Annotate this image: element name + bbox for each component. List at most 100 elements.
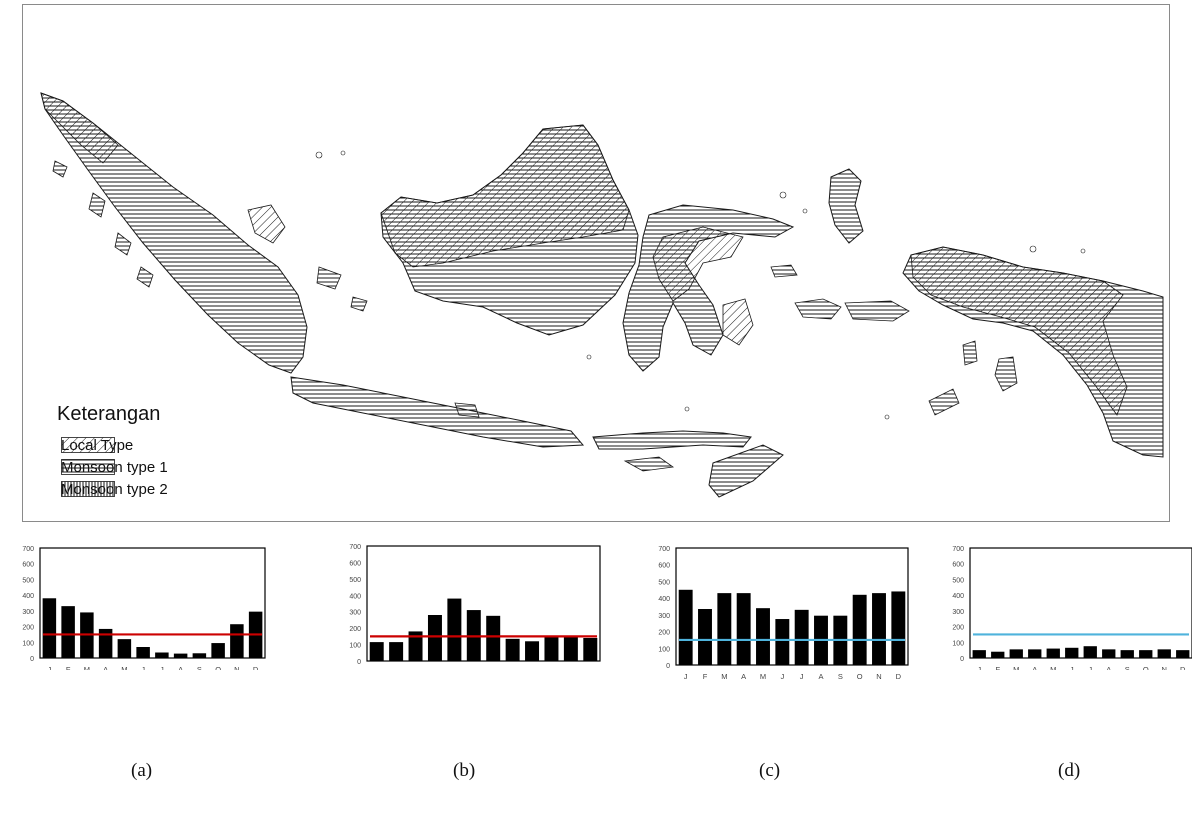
y-tick-label: 100 (349, 643, 361, 650)
x-tick-label: O (549, 668, 555, 670)
island-sulawesi (623, 205, 793, 371)
bar (174, 654, 188, 658)
bar (544, 637, 558, 661)
x-tick-label: A (103, 665, 108, 670)
bar (1028, 649, 1041, 658)
panel-label-d: (d) (1058, 760, 1080, 782)
chart-d: 0 100 200 300 400 500 600 700 J F M A M J J A S O N D (930, 540, 1192, 675)
x-tick-label: J (141, 665, 145, 670)
y-tick-label: 0 (960, 656, 964, 663)
legend-swatch-horizontal (61, 459, 115, 475)
bar (1047, 649, 1060, 658)
x-tick-label: M (121, 665, 127, 670)
x-tick-label: N (1162, 665, 1167, 670)
bar (211, 643, 225, 658)
island-kalimantan (381, 125, 638, 335)
chart-a: 0 100 200 300 400 500 600 700 J F M A M J J A S O N D (0, 540, 270, 675)
bar (717, 593, 731, 665)
x-tick-label: N (234, 665, 239, 670)
x-tick-label: O (857, 672, 863, 680)
x-tick-label: A (1032, 665, 1037, 670)
island-sumatra (41, 93, 307, 373)
y-tick-label: 700 (349, 544, 361, 551)
x-tick-label: N (568, 668, 573, 670)
legend-item-local-type: Local Type (61, 437, 133, 453)
bar (193, 653, 207, 658)
x-tick-label: A (510, 668, 515, 670)
x-tick-label: F (394, 668, 399, 670)
legend-swatch-vertical (61, 481, 115, 497)
x-tick-label: O (215, 665, 221, 670)
y-tick-label: 500 (349, 577, 361, 584)
bar (564, 637, 578, 661)
x-tick-label: J (684, 672, 688, 680)
bar (1065, 648, 1078, 658)
y-tick-label: 400 (952, 593, 964, 600)
y-tick-label: 600 (349, 560, 361, 567)
y-tick-label: 0 (666, 663, 670, 670)
x-tick-label: A (1106, 665, 1111, 670)
x-tick-label: D (1180, 665, 1186, 670)
x-tick-label: J (977, 665, 981, 670)
plot-frame (970, 548, 1192, 658)
bar (756, 608, 770, 665)
y-tick-label: 500 (658, 579, 670, 586)
bar (370, 642, 384, 661)
bar (872, 593, 886, 665)
bar (136, 647, 150, 658)
y-tick-label: 700 (658, 546, 670, 553)
bar (1139, 650, 1152, 658)
y-tick-label: 700 (22, 546, 34, 553)
y-tick-label: 500 (952, 577, 964, 584)
bar (795, 610, 809, 665)
x-tick-label: J (48, 665, 52, 670)
chart-d-svg: 0 100 200 300 400 500 600 700 J F M A M J J A S O N D (930, 540, 1192, 670)
y-tick-label: 400 (658, 596, 670, 603)
bar (525, 641, 539, 661)
chart-c-svg: 0100200300400500600700J F M A M J J A S O N D (640, 540, 920, 680)
x-tick-label: S (838, 672, 843, 680)
bar (991, 652, 1004, 658)
bar (973, 650, 986, 658)
y-tick-label: 100 (952, 640, 964, 647)
y-tick-label: 0 (30, 656, 34, 663)
legend-swatch-diagonal (61, 437, 115, 453)
bar (43, 598, 57, 658)
x-tick-label: M (84, 665, 90, 670)
x-tick-label: S (197, 665, 202, 670)
chart-a-svg: 0 100 200 300 400 500 600 700 J F M A M J J A S O N D (0, 540, 270, 670)
x-tick-label: J (800, 672, 804, 680)
x-tick-label: A (741, 672, 746, 680)
island-java (291, 377, 583, 447)
bar (428, 615, 442, 661)
indonesia-rainfall-map: Keterangan Local Type Monsoon type 1 Mon… (22, 4, 1170, 522)
y-tick-label: 100 (658, 646, 670, 653)
x-tick-label: J (375, 668, 379, 670)
x-tick-label: A (432, 668, 437, 670)
x-tick-label: M (1013, 665, 1019, 670)
bar (486, 616, 500, 661)
bar (155, 653, 169, 659)
bar (389, 642, 403, 661)
y-tick-label: 200 (952, 625, 964, 632)
bar (506, 639, 520, 661)
bar (1084, 646, 1097, 658)
bar (447, 599, 461, 661)
bar (1010, 649, 1023, 658)
islands-nusa-tenggara (593, 431, 783, 497)
x-tick-label: O (1143, 665, 1149, 670)
bar (698, 609, 712, 665)
bar (853, 595, 867, 665)
y-tick-label: 600 (22, 562, 34, 569)
islands-bangka (317, 267, 367, 311)
y-tick-label: 100 (22, 640, 34, 647)
x-tick-label: F (995, 665, 1000, 670)
x-tick-label: D (588, 668, 594, 670)
y-tick-label: 600 (658, 563, 670, 570)
map-canvas (23, 5, 1171, 523)
bar (1158, 649, 1171, 658)
x-tick-label: J (780, 672, 784, 680)
bar (1176, 650, 1189, 658)
legend-item-monsoon-type-2: Monsoon type 2 (61, 481, 168, 497)
x-tick-label: J (160, 665, 164, 670)
